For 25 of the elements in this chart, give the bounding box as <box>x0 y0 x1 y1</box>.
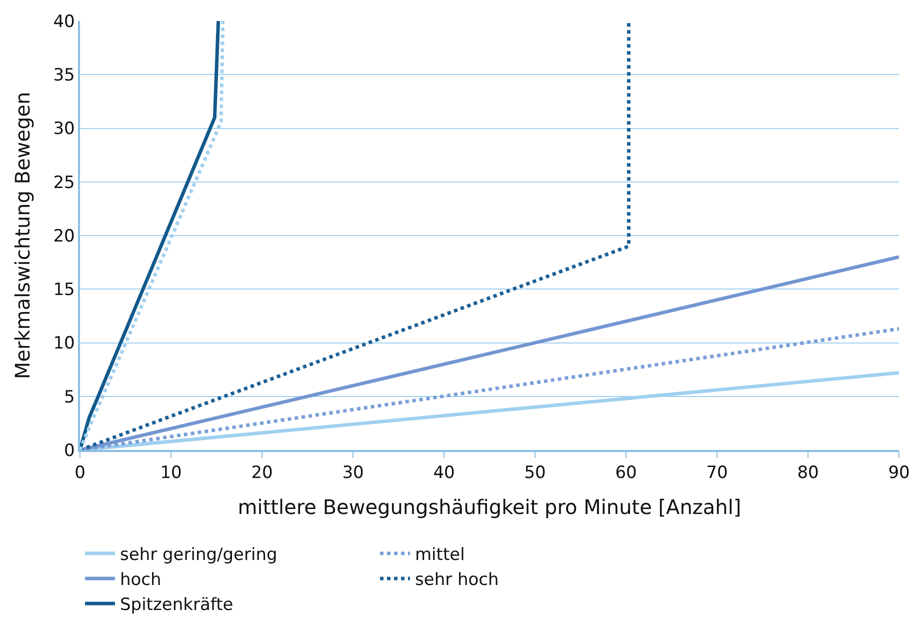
y-tick-label: 30 <box>53 119 75 140</box>
x-tick-label: 50 <box>524 463 546 484</box>
legend-label: sehr gering/gering <box>120 544 278 565</box>
y-tick-label: 0 <box>64 440 75 461</box>
y-tick-label: 5 <box>64 387 75 408</box>
y-tick-label: 20 <box>53 226 75 246</box>
x-tick-label: 40 <box>433 463 455 484</box>
y-axis-title: Merkmalswichtung Bewegen <box>10 92 34 380</box>
legend-label: Spitzenkräfte <box>120 595 234 616</box>
x-axis-title: mittlere Bewegungshäufigkeit pro Minute [Anzahl] <box>238 495 742 520</box>
y-tick-label: 10 <box>53 334 75 354</box>
x-tick-label: 90 <box>888 463 910 484</box>
legend-label: hoch <box>120 570 162 590</box>
x-tick-label: 60 <box>615 463 637 484</box>
x-tick-label: 30 <box>342 463 364 484</box>
legend-label: sehr hoch <box>415 570 499 590</box>
x-tick-label: 70 <box>706 463 728 484</box>
y-tick-label: 35 <box>53 66 75 86</box>
y-tick-label: 25 <box>53 172 75 193</box>
x-tick-label: 80 <box>797 463 819 484</box>
x-tick-label: 20 <box>251 463 273 484</box>
y-tick-label: 40 <box>53 12 75 32</box>
x-tick-label: 10 <box>160 463 182 484</box>
legend-label: mittel <box>415 544 465 565</box>
y-tick-label: 15 <box>53 280 75 300</box>
